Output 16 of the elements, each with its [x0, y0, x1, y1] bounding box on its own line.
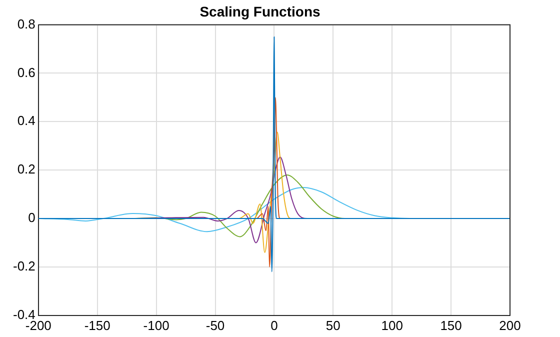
y-tick-label: 0.2 [17, 162, 36, 177]
x-tick-label: 0 [270, 318, 278, 333]
x-tick-label: 50 [326, 318, 340, 333]
x-tick-label: 100 [381, 318, 403, 333]
y-tick-label: 0.8 [17, 16, 36, 32]
y-tick-label: 0 [28, 210, 36, 226]
y-tick-label: 0.6 [17, 64, 36, 80]
x-tick-label: -150 [84, 318, 110, 333]
line-series [38, 36, 510, 272]
x-tick-label: -50 [206, 318, 225, 333]
x-tick-label: 200 [499, 318, 521, 333]
x-tick-label: 150 [440, 318, 462, 333]
chart-title: Scaling Functions [200, 3, 320, 20]
x-tick-label: -100 [143, 318, 170, 333]
y-tick-label: 0.4 [17, 113, 36, 128]
y-tick-label: -0.2 [12, 258, 36, 274]
